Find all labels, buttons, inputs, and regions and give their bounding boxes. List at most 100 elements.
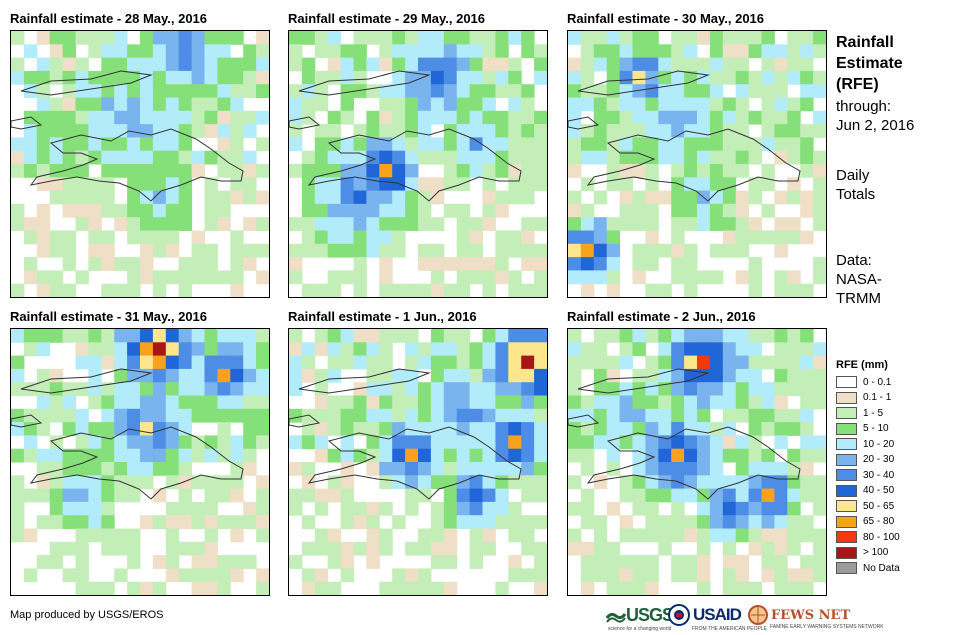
rainfall-cell: [722, 342, 737, 357]
rainfall-cell: [230, 395, 244, 410]
rainfall-cell: [568, 475, 582, 490]
rainfall-cell: [178, 203, 193, 218]
rainfall-cell: [800, 230, 814, 245]
rainfall-cell: [800, 488, 814, 503]
rainfall-cell: [671, 70, 685, 85]
rainfall-cell: [697, 382, 711, 396]
rainfall-cell: [152, 368, 167, 383]
rainfall-cell: [243, 177, 257, 192]
rainfall-cell: [191, 329, 205, 343]
rainfall-cell: [23, 230, 38, 245]
rainfall-cell: [165, 230, 180, 245]
rainfall-cell: [684, 57, 698, 72]
rainfall-cell: [152, 110, 167, 125]
rainfall-cell: [697, 342, 711, 357]
rainfall-cell: [230, 31, 244, 45]
rainfall-cell: [632, 110, 646, 125]
rainfall-cell: [430, 217, 445, 231]
rainfall-cell: [178, 190, 193, 205]
rainfall-cell: [178, 70, 193, 85]
rainfall-cell: [23, 84, 38, 98]
rainfall-cell: [127, 368, 141, 383]
rainfall-cell: [165, 84, 180, 98]
rainfall-cell: [165, 137, 180, 152]
rainfall-cell: [735, 462, 750, 476]
rainfall-cell: [178, 84, 193, 98]
rainfall-cell: [353, 150, 367, 165]
rainfall-cell: [204, 217, 218, 231]
rainfall-cell: [684, 368, 698, 383]
rainfall-cell: [405, 84, 419, 98]
rainfall-cell: [658, 408, 672, 423]
rainfall-cell: [787, 368, 801, 383]
rainfall-cell: [392, 70, 406, 85]
rainfall-cell: [709, 515, 724, 529]
rainfall-cell: [568, 150, 582, 165]
rainfall-cell: [632, 270, 646, 285]
rainfall-cell: [443, 164, 458, 178]
rainfall-cell: [735, 190, 750, 205]
rainfall-cell: [443, 488, 458, 503]
rainfall-cell: [697, 217, 711, 231]
rainfall-cell: [774, 57, 788, 72]
rainfall-cell: [593, 515, 608, 529]
rainfall-cell: [774, 329, 788, 343]
rainfall-cell: [774, 501, 788, 516]
rainfall-cell: [748, 190, 762, 205]
rainfall-cell: [301, 541, 316, 556]
rainfall-cell: [140, 382, 154, 396]
rainfall-cell: [684, 270, 698, 285]
rainfall-cell: [580, 435, 595, 450]
rainfall-cell: [774, 190, 788, 205]
rainfall-cell: [495, 110, 509, 125]
rainfall-cell: [443, 44, 458, 59]
rainfall-cell: [580, 44, 595, 59]
rainfall-cell: [508, 568, 522, 583]
rainfall-cell: [353, 217, 367, 231]
rainfall-cell: [632, 395, 646, 410]
rainfall-cell: [469, 382, 483, 396]
rainfall-cell: [327, 541, 342, 556]
rainfall-cell: [456, 31, 471, 45]
rainfall-cell: [327, 110, 342, 125]
rainfall-cell: [580, 70, 595, 85]
rainfall-cell: [191, 124, 205, 138]
rainfall-cell: [256, 581, 269, 595]
rainfall-cell: [645, 203, 659, 218]
rainfall-cell: [114, 57, 128, 72]
rainfall-cell: [430, 475, 445, 490]
rainfall-cell: [748, 368, 762, 383]
rainfall-cell: [632, 257, 646, 271]
rainfall-cell: [430, 395, 445, 410]
rainfall-cell: [127, 555, 141, 569]
rainfall-cell: [684, 110, 698, 125]
rainfall-cell: [593, 44, 608, 59]
rainfall-cell: [632, 422, 646, 436]
rainfall-cell: [774, 368, 788, 383]
rainfall-cell: [301, 84, 316, 98]
rainfall-cell: [49, 270, 64, 285]
rainfall-cell: [761, 422, 775, 436]
rainfall-cell: [178, 57, 193, 72]
rainfall-cell: [632, 243, 646, 258]
rainfall-cell: [230, 555, 244, 569]
rainfall-cell: [495, 368, 509, 383]
rainfall-cell: [62, 382, 76, 396]
rainfall-cell: [430, 44, 445, 59]
rainfall-cell: [697, 435, 711, 450]
rainfall-cell: [140, 342, 154, 357]
rainfall-cell: [301, 203, 316, 218]
coastline: [577, 368, 710, 394]
rainfall-cell: [340, 137, 354, 152]
rainfall-cell: [606, 44, 621, 59]
rainfall-cell: [165, 501, 180, 516]
rainfall-cell: [521, 31, 535, 45]
rainfall-cell: [152, 355, 167, 370]
rainfall-cell: [619, 408, 633, 423]
rainfall-cell: [658, 422, 672, 436]
rainfall-cell: [23, 342, 38, 357]
rainfall-cell: [787, 230, 801, 245]
rainfall-cell: [748, 230, 762, 245]
rainfall-cell: [482, 283, 496, 297]
rainfall-cell: [709, 164, 724, 178]
